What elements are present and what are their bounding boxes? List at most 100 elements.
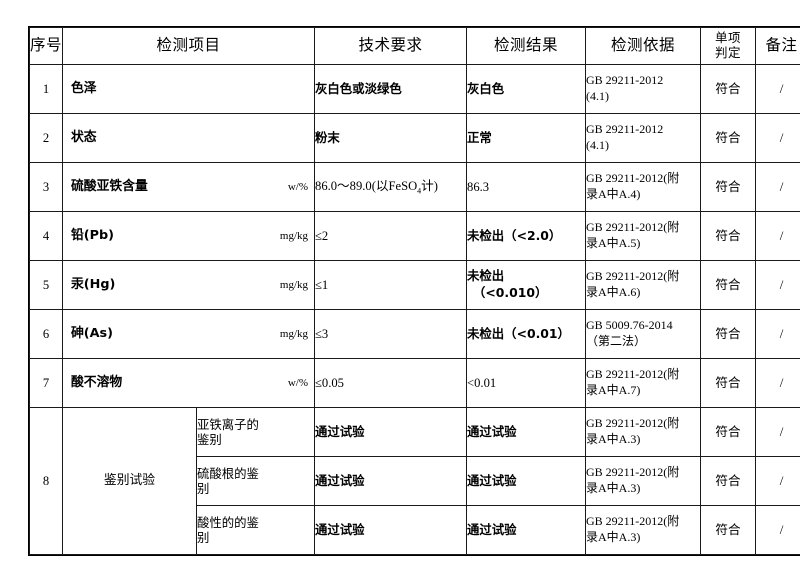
subrow-requirement: 通过试验: [314, 505, 468, 555]
row-basis-line1: GB 29211-2012: [586, 122, 664, 137]
row-no: 4: [29, 211, 63, 261]
row-item: 铅(Pb) mg/kg: [61, 211, 316, 261]
row-result: <0.01: [466, 358, 587, 408]
subrow-requirement: 通过试验: [314, 407, 468, 457]
row-judge: 符合: [700, 113, 757, 163]
subrow-basis-line1: GB 29211-2012(附: [586, 465, 680, 480]
row-remark: /: [755, 113, 800, 163]
row-basis-line2: 录A中A.7): [586, 383, 641, 397]
subrow-requirement: 通过试验: [314, 456, 468, 506]
row-item-name: 酸不溶物: [71, 374, 123, 390]
table-row: 4 铅(Pb) mg/kg ≤2 未检出（<2.0） GB 29211-2012…: [29, 211, 800, 261]
row-item-name: 色泽: [71, 80, 97, 96]
header-cell-item: 检测项目: [61, 27, 316, 65]
row-result: 未检出（<2.0）: [466, 211, 587, 261]
row-basis: GB 29211-2012(附 录A中A.6): [585, 260, 702, 310]
row-no: 3: [29, 162, 63, 212]
row-result: 未检出（<0.01）: [466, 309, 587, 359]
row-remark: /: [755, 358, 800, 408]
subrow-item-line1: 酸性的的鉴: [197, 514, 259, 530]
row-judge: 符合: [700, 260, 757, 310]
row-basis-line1: GB 29211-2012(附: [586, 269, 680, 284]
row-item: 汞(Hg) mg/kg: [61, 260, 316, 310]
row-basis-line1: GB 29211-2012(附: [586, 220, 680, 235]
row-basis-line2: 录A中A.4): [586, 187, 641, 201]
table-row: 2 状态 粉末 正常 GB 29211-2012 (4.1) 符合 /: [29, 113, 800, 163]
row-result-line2: （<0.010）: [473, 285, 548, 300]
row-item-name: 汞(Hg): [71, 276, 116, 292]
row-basis-line2: (4.1): [586, 89, 610, 103]
table-row: 6 砷(As) mg/kg ≤3 未检出（<0.01） GB 5009.76-2…: [29, 309, 800, 359]
header-cell-basis: 检测依据: [585, 27, 702, 65]
subrow-remark: /: [755, 505, 800, 555]
subrow-result: 通过试验: [466, 407, 587, 457]
row-basis: GB 29211-2012(附 录A中A.5): [585, 211, 702, 261]
row-judge: 符合: [700, 309, 757, 359]
row-judge: 符合: [700, 162, 757, 212]
row-basis: GB 29211-2012 (4.1): [585, 113, 702, 163]
header-cell-result: 检测结果: [466, 27, 587, 65]
row-basis-line2: （第二法）: [586, 334, 647, 348]
row-basis-line1: GB 29211-2012: [586, 73, 664, 88]
row-requirement: ≤0.05: [314, 358, 468, 408]
subrow-basis: GB 29211-2012(附 录A中A.3): [585, 505, 702, 555]
subrow-item: 亚铁离子的 鉴别: [195, 407, 316, 457]
group-row-no: 8: [29, 407, 63, 555]
group-row-item: 鉴别试验: [62, 407, 197, 555]
header-cell-no: 序号: [29, 27, 63, 65]
table-row: 1 色泽 灰白色或淡绿色 灰白色 GB 29211-2012 (4.1) 符合 …: [29, 64, 800, 114]
row-basis: GB 5009.76-2014 （第二法）: [585, 309, 702, 359]
table-row: 8 鉴别试验 亚铁离子的 鉴别 通过试验 通过试验 GB 29211-2012(…: [29, 407, 800, 555]
row-item-unit: mg/kg: [279, 278, 309, 291]
row-basis: GB 29211-2012(附 录A中A.4): [585, 162, 702, 212]
subrow-basis-line1: GB 29211-2012(附: [586, 514, 680, 529]
row-result: 灰白色: [466, 64, 587, 114]
row-item: 色泽: [61, 64, 316, 114]
row-item: 酸不溶物 w/%: [61, 358, 316, 408]
row-remark: /: [755, 260, 800, 310]
row-result-line1: 未检出: [467, 268, 505, 284]
row-item-name: 硫酸亚铁含量: [71, 178, 148, 194]
row-requirement-text: 86.0～89.0(以FeSO4计): [315, 178, 438, 196]
row-requirement: 86.0～89.0(以FeSO4计): [314, 162, 468, 212]
subrow-judge: 符合: [700, 407, 757, 457]
row-basis-line2: 录A中A.5): [586, 236, 641, 250]
table-row: 硫酸根的鉴 别 通过试验 通过试验 GB 29211-2012(附 录A中A.3…: [30, 456, 800, 506]
row-result: 86.3: [466, 162, 587, 212]
row-judge: 符合: [700, 64, 757, 114]
row-result: 正常: [466, 113, 587, 163]
subrow-item: 硫酸根的鉴 别: [195, 456, 316, 506]
row-no: 6: [29, 309, 63, 359]
header-cell-judge: 单项 判定: [700, 27, 757, 65]
row-remark: /: [755, 162, 800, 212]
row-requirement: ≤1: [314, 260, 468, 310]
inspection-results-table: 序号 检测项目 技术要求 检测结果 检测依据 单项 判定 备注 1 色泽: [27, 26, 800, 556]
row-no: 5: [29, 260, 63, 310]
table-row: 3 硫酸亚铁含量 w/% 86.0～89.0(以FeSO4计) 86.3 GB …: [29, 162, 800, 212]
table-header: 序号 检测项目 技术要求 检测结果 检测依据 单项 判定 备注: [29, 27, 800, 65]
row-result: 未检出 （<0.010）: [466, 260, 587, 310]
header-judge-line2: 判定: [715, 45, 742, 60]
subrow-basis-line1: GB 29211-2012(附: [586, 416, 680, 431]
row-item-unit: mg/kg: [279, 229, 309, 242]
row-item: 砷(As) mg/kg: [61, 309, 316, 359]
row-no: 2: [29, 113, 63, 163]
subrow-basis-line2: 录A中A.3): [586, 481, 641, 495]
table-row: 5 汞(Hg) mg/kg ≤1 未检出 （<0.010） GB 29211-2…: [29, 260, 800, 310]
row-requirement: 粉末: [314, 113, 468, 163]
row-requirement: ≤3: [314, 309, 468, 359]
row-item-unit: w/%: [287, 376, 309, 389]
table-body: 1 色泽 灰白色或淡绿色 灰白色 GB 29211-2012 (4.1) 符合 …: [29, 64, 800, 555]
subrow-basis: GB 29211-2012(附 录A中A.3): [585, 456, 702, 506]
subrow-result: 通过试验: [466, 456, 587, 506]
header-cell-remark: 备注: [755, 27, 800, 65]
subrow-item-line2: 别: [197, 530, 210, 545]
subrow-basis-line2: 录A中A.3): [586, 432, 641, 446]
row-basis-line2: 录A中A.6): [586, 285, 641, 299]
header-judge-line1: 单项: [715, 30, 742, 46]
row-basis: GB 29211-2012 (4.1): [585, 64, 702, 114]
row-item-unit: w/%: [287, 180, 309, 193]
table-row: 7 酸不溶物 w/% ≤0.05 <0.01 GB 29211-2012(附 录…: [29, 358, 800, 408]
subrow-result: 通过试验: [466, 505, 587, 555]
